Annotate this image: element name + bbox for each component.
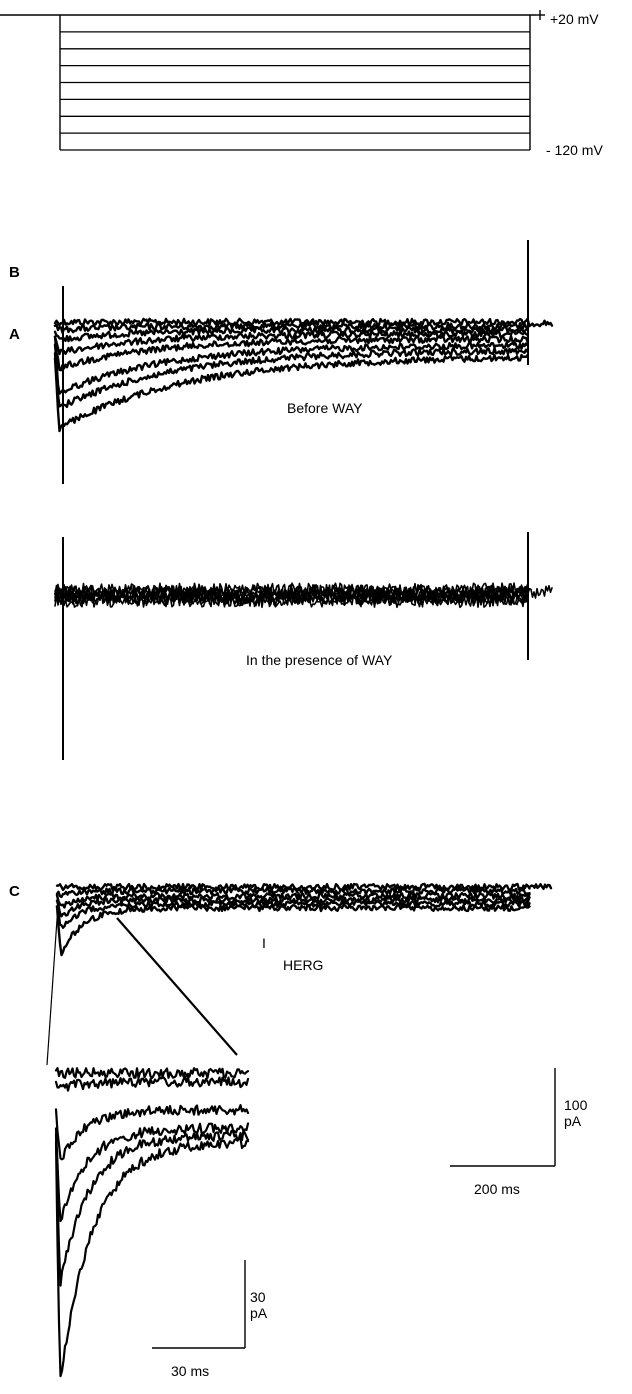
- panel-b-caption: In the presence of WAY: [246, 652, 393, 668]
- inset-trace-2: [54, 1076, 250, 1092]
- panel-a-trace-5: [53, 334, 529, 372]
- panel-a-caption: Before WAY: [287, 400, 363, 416]
- panel-a-current-traces: [53, 317, 554, 433]
- panel-c-current-traces: [55, 882, 553, 957]
- inset-scale-current-value: 30: [250, 1289, 266, 1305]
- inset-scale-time-label: 30 ms: [171, 1363, 209, 1379]
- panel-c-trace-2: [55, 886, 531, 899]
- main-scale-time-label: 200 ms: [474, 1181, 520, 1197]
- panel-c-current-subscript: HERG: [283, 957, 323, 973]
- inset-current-traces: [54, 1067, 250, 1378]
- panel-c-current-symbol: I: [262, 935, 266, 951]
- panel-a-trace-3: [53, 325, 529, 343]
- panel-a-trace-7: [53, 347, 529, 409]
- main-scale-current-value: 100: [564, 1097, 588, 1113]
- inset-trace-3: [54, 1104, 250, 1161]
- panel-b-letter-visible: B: [9, 264, 20, 281]
- inset-scale-bar: 30 pA 30 ms: [152, 1260, 268, 1379]
- inset-trace-6: [54, 1137, 250, 1378]
- panel-a-trace-2: [53, 321, 529, 334]
- inset-zoom-line-right: [116, 917, 238, 1056]
- panel-b: B In the presence of WAY: [9, 264, 553, 760]
- panel-a-letter: A: [9, 326, 20, 343]
- inset-trace-1: [54, 1067, 250, 1079]
- panel-c-trace-6: [55, 903, 531, 957]
- panel-c-trace-4: [55, 895, 531, 918]
- panel-a-trace-4: [53, 329, 529, 356]
- protocol-steps: [59, 15, 531, 151]
- inset-traces: [54, 1067, 250, 1378]
- panel-c-trace-1: [55, 882, 531, 892]
- panel-c-letter: C: [9, 883, 20, 900]
- panel-c: C I HERG: [9, 882, 553, 1066]
- panel-c-trace-3: [55, 891, 531, 909]
- panel-a-trace-8: [53, 353, 529, 433]
- inset-zoom-line-left: [46, 904, 59, 1066]
- panel-a: A Before WAY: [9, 240, 554, 484]
- inset-trace-5: [54, 1129, 250, 1287]
- main-scale-bar: 100 pA 200 ms: [450, 1068, 588, 1197]
- panel-b-trace-tail: [527, 585, 553, 599]
- protocol-bottom-label: - 120 mV: [546, 142, 603, 158]
- panel-b-current-traces: [54, 582, 553, 609]
- protocol-top-label: +20 mV: [550, 11, 599, 27]
- panel-c-trace-tail: [528, 883, 553, 890]
- inset-scale-current-unit: pA: [250, 1305, 268, 1321]
- panel-a-trace-6: [53, 341, 529, 395]
- voltage-protocol: +20 mV - 120 mV: [0, 10, 603, 158]
- inset-trace-4: [54, 1122, 250, 1223]
- main-scale-current-unit: pA: [564, 1113, 582, 1129]
- panel-b-trace-8: [54, 593, 529, 609]
- panel-c-trace-5: [55, 899, 531, 929]
